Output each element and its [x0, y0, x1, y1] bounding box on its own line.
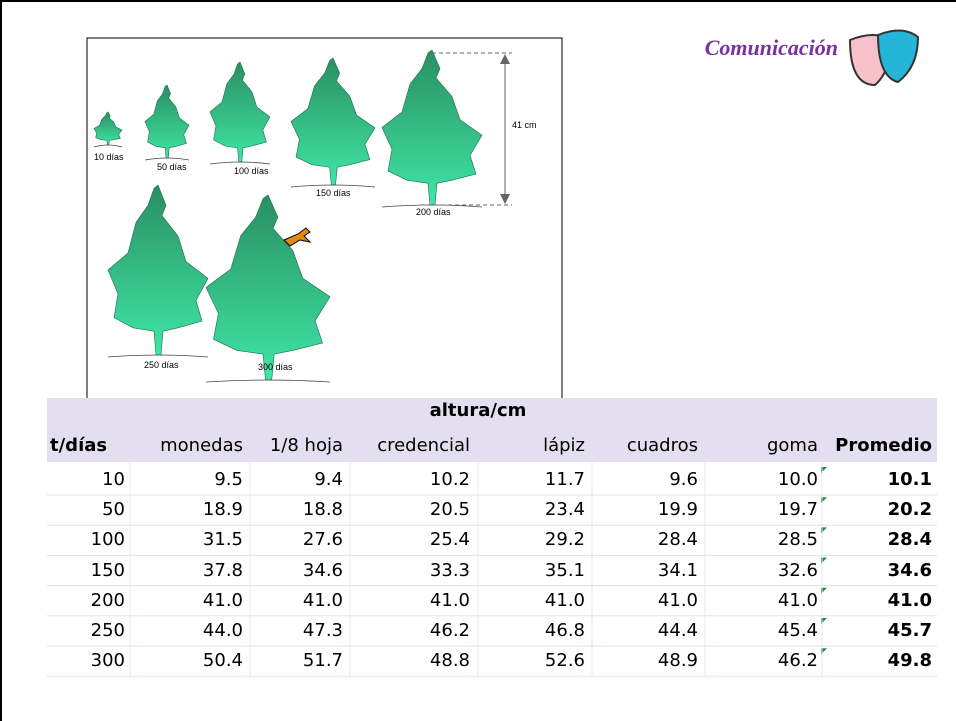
table-cell: 41.0 — [544, 589, 585, 611]
table-cell: 27.6 — [302, 529, 343, 551]
table-cell: 150 — [90, 559, 125, 581]
ground — [290, 184, 376, 188]
table-cell: 10 — [102, 469, 125, 490]
table-cell: 100 — [90, 529, 125, 551]
plant-label: 10 días — [94, 152, 124, 162]
plants: 10 días 50 días 100 días 150 días 200 días 25… — [93, 49, 483, 383]
table-cell: 41.0 — [202, 589, 243, 611]
table-cell: 20.2 — [887, 499, 932, 521]
table-cell: 300 — [90, 650, 125, 672]
table-cell: 10.2 — [429, 469, 470, 490]
table-cell: 34.1 — [657, 559, 698, 581]
measure-label: 41 cm — [512, 120, 537, 130]
table-cell: goma — [766, 435, 818, 456]
table-cell: 9.5 — [214, 469, 243, 490]
table-cell: 52.6 — [544, 650, 585, 672]
table-header-bg — [47, 398, 937, 462]
bird — [283, 227, 312, 247]
masks-icon — [848, 29, 920, 87]
table-cell: 25.4 — [429, 529, 470, 551]
table-cell: 9.6 — [669, 469, 698, 490]
plant-label: 200 días — [416, 207, 451, 217]
table-cell: 9.4 — [314, 469, 343, 490]
plant-label: 150 días — [316, 188, 351, 198]
ground — [205, 379, 331, 383]
table-cell: 19.7 — [777, 499, 818, 521]
table-cell: 44.0 — [202, 620, 243, 641]
table-cell: altura/cm — [429, 400, 527, 421]
table-cell: 46.2 — [429, 620, 470, 641]
table-cell: 34.6 — [887, 559, 932, 581]
table-cell: 41.0 — [887, 589, 932, 611]
table-cell: 51.7 — [302, 650, 343, 672]
table-cell: 28.4 — [657, 529, 698, 551]
plant-label: 250 días — [144, 360, 179, 370]
table-cell: 200 — [90, 589, 125, 611]
table-cell: Promedio — [835, 435, 932, 456]
table-cell: 28.5 — [777, 529, 818, 551]
table-cell: 44.4 — [657, 620, 698, 641]
table-cell: 18.9 — [202, 499, 243, 521]
table-cell: 46.8 — [544, 620, 585, 641]
table-cell: 19.9 — [657, 499, 698, 521]
table-cell: lápiz — [543, 435, 585, 456]
table-cell: 45.7 — [887, 620, 932, 641]
table-cell: 46.2 — [777, 650, 818, 672]
table-cell: 34.6 — [302, 559, 343, 581]
slide-title: Comunicación — [705, 35, 838, 60]
table-cell: 32.6 — [777, 559, 818, 581]
table-cell: 41.0 — [429, 589, 470, 611]
table-cell: 28.4 — [887, 529, 932, 551]
table-cell: 11.7 — [544, 469, 585, 490]
table-cell: 18.8 — [302, 499, 343, 521]
table-cell: 31.5 — [202, 529, 243, 551]
table-cell: 10.1 — [887, 469, 932, 490]
table-cell: 29.2 — [544, 529, 585, 551]
table-cell: 33.3 — [429, 559, 470, 581]
plant-label: 300 días — [258, 362, 293, 372]
table-cell: 250 — [90, 620, 125, 641]
table-cell: 48.8 — [429, 650, 470, 672]
table-cell: 20.5 — [429, 499, 470, 521]
table-cell: 41.0 — [302, 589, 343, 611]
table-cell: 41.0 — [777, 589, 818, 611]
plant-label: 100 días — [234, 166, 269, 176]
ground — [107, 354, 209, 358]
table-cell: 50.4 — [202, 650, 243, 672]
plant-label: 50 días — [157, 162, 187, 172]
table-cell: 49.8 — [887, 650, 932, 672]
table-cell: 48.9 — [657, 650, 698, 672]
ground — [381, 204, 483, 208]
table-cell: 35.1 — [544, 559, 585, 581]
ground — [209, 161, 271, 165]
table-cell: cuadros — [626, 435, 698, 456]
table-cell: credencial — [377, 435, 470, 456]
table-cell: monedas — [160, 435, 243, 456]
table-cell: 1/8 hoja — [269, 435, 343, 456]
table-cell: 47.3 — [302, 620, 343, 641]
table-cell: 37.8 — [202, 559, 243, 581]
table-grid — [47, 462, 937, 677]
table-cell: t/días — [50, 435, 108, 456]
table-cell: 23.4 — [544, 499, 585, 521]
table-cell: 45.4 — [777, 620, 818, 641]
ground — [144, 157, 190, 161]
table-cell: 41.0 — [657, 589, 698, 611]
ground — [93, 144, 123, 148]
table-cell: 10.0 — [777, 469, 818, 490]
table-cell: 50 — [102, 499, 125, 521]
